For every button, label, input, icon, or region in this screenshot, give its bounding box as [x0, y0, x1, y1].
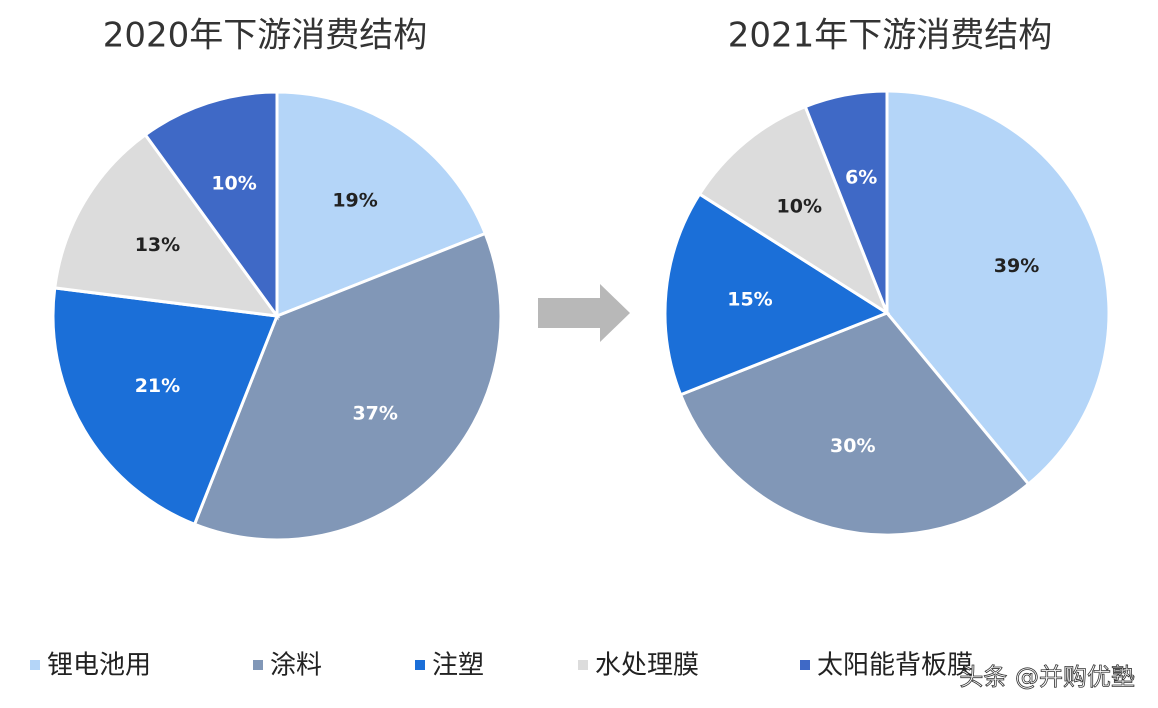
pie-slice [697, 104, 891, 317]
pie-slice [885, 89, 1111, 487]
legend-label: 涂料 [270, 651, 322, 681]
legend-marker [253, 660, 263, 670]
legend-label: 太阳能背板膜 [817, 651, 973, 681]
legend-marker [415, 660, 425, 670]
pie-slice [663, 191, 891, 397]
data-label: 39% [994, 255, 1039, 277]
legend-label: 水处理膜 [595, 651, 699, 681]
data-label: 21% [135, 375, 180, 397]
data-label: 30% [830, 435, 875, 457]
watermark: 头条 @并购优塾 [959, 663, 1135, 691]
legend-label: 锂电池用 [47, 651, 151, 681]
data-label: 6% [845, 166, 877, 188]
legend-marker [578, 660, 588, 670]
data-label: 19% [332, 190, 377, 212]
data-label: 10% [777, 195, 822, 217]
legend-label: 注塑 [432, 651, 484, 681]
chart-title: 2021年下游消费结构 [728, 16, 1053, 56]
pie-slice [803, 89, 889, 314]
legend-marker [30, 660, 40, 670]
pie-slice [678, 311, 1031, 537]
data-label: 15% [727, 289, 772, 311]
pie-slice [51, 286, 280, 527]
arrow [538, 284, 630, 342]
pie-slice [53, 132, 281, 318]
data-label: 37% [352, 403, 397, 425]
legend-marker [800, 660, 810, 670]
pie-slice [192, 231, 503, 542]
chart-title: 2020年下游消费结构 [103, 16, 428, 56]
data-label: 10% [211, 172, 256, 194]
pie-slice [275, 90, 488, 319]
pie-slice [143, 90, 279, 321]
data-label: 13% [135, 234, 180, 256]
